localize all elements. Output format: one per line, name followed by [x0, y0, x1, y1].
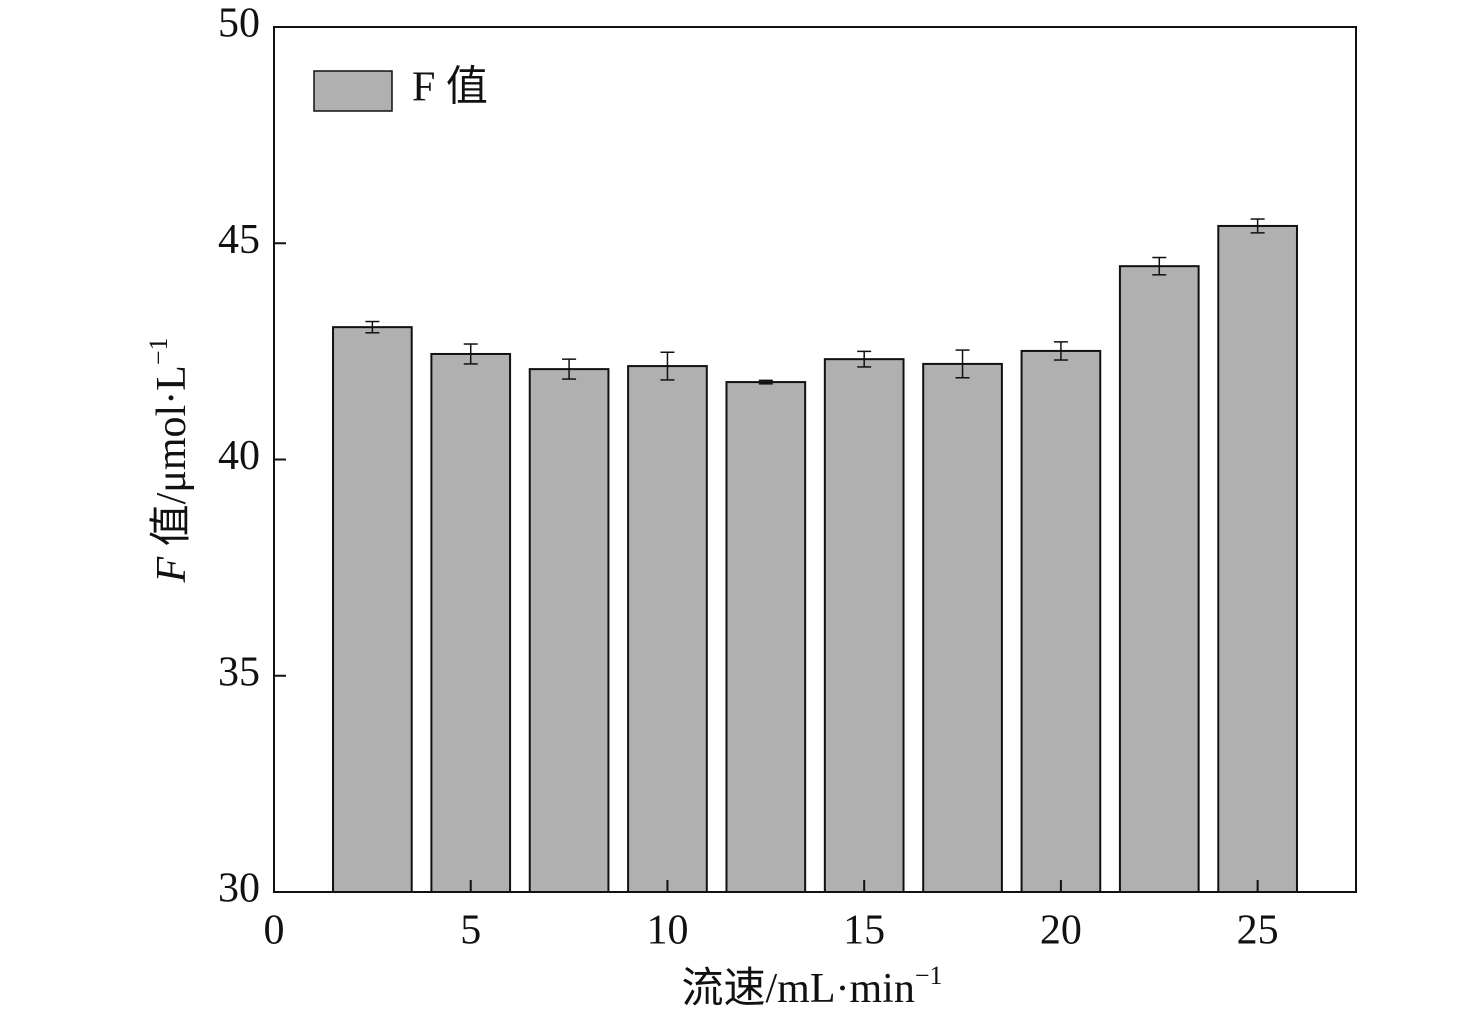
y-label-sup: −1 [144, 338, 173, 366]
error-bar [857, 350, 872, 368]
bar [430, 352, 512, 894]
legend-label: F 值 [412, 65, 488, 111]
bar [1020, 349, 1102, 893]
error-bar [365, 320, 380, 334]
x-axis-label: 流速/mL·min−1 [682, 961, 943, 1012]
x-tick-label: 5 [460, 908, 481, 954]
bar [725, 381, 807, 893]
y-tick-label: 50 [218, 1, 260, 47]
error-bar [562, 358, 577, 380]
bar [1217, 224, 1298, 893]
error-bar [1250, 218, 1265, 234]
error-bar [955, 349, 970, 379]
y-axis-label: F 值/μmol·L−1 [144, 338, 195, 584]
legend-swatch [313, 70, 393, 112]
x-tick-label: 10 [646, 908, 688, 954]
x-tick-label: 0 [264, 908, 285, 954]
x-tick-label: 15 [843, 908, 885, 954]
bar [332, 326, 413, 893]
y-tick-label: 45 [218, 217, 260, 263]
x-label-text: 流速/mL·min [682, 966, 915, 1012]
x-label-sup: −1 [915, 961, 943, 990]
bar [823, 358, 905, 894]
error-bar [660, 351, 675, 381]
bar [627, 365, 708, 893]
bar [922, 362, 1003, 894]
y-tick-label: 40 [218, 433, 260, 479]
x-tick-label: 20 [1040, 908, 1082, 954]
bar [528, 368, 610, 894]
y-tick-label: 35 [218, 649, 260, 695]
error-bar [758, 379, 773, 385]
error-bar [1053, 341, 1068, 361]
y-label-italic: F [149, 557, 195, 584]
error-bar [463, 343, 478, 365]
y-tick-label: 30 [218, 866, 260, 912]
bar [1118, 265, 1200, 893]
error-bar [1152, 256, 1167, 276]
y-label-text: 值/μmol·L [149, 365, 195, 557]
x-tick-label: 25 [1237, 908, 1279, 954]
